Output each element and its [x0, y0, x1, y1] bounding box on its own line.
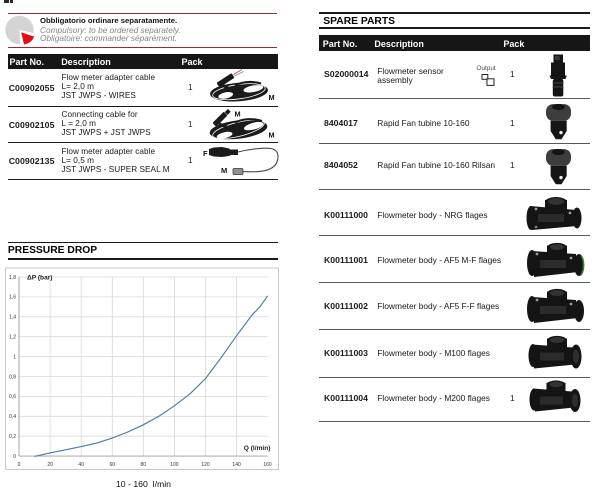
svg-text:1,4: 1,4 [9, 315, 16, 321]
svg-text:M: M [269, 131, 275, 140]
svg-text:1,6: 1,6 [9, 295, 16, 301]
svg-text:1,2: 1,2 [9, 335, 16, 341]
svg-text:M: M [269, 93, 275, 102]
svg-text:0,8: 0,8 [9, 374, 16, 380]
svg-text:0: 0 [18, 462, 21, 468]
svg-text:20: 20 [47, 462, 53, 468]
svg-text:120: 120 [201, 462, 210, 468]
svg-text:160: 160 [263, 462, 272, 468]
svg-text:80: 80 [141, 462, 147, 468]
svg-text:0,2: 0,2 [9, 434, 16, 440]
svg-text:0: 0 [13, 454, 16, 460]
svg-text:1,8: 1,8 [9, 275, 16, 281]
svg-text:F: F [203, 149, 208, 158]
svg-text:60: 60 [110, 462, 116, 468]
svg-text:M: M [221, 166, 227, 175]
svg-text:1: 1 [13, 354, 16, 360]
svg-text:100: 100 [170, 462, 179, 468]
svg-text:40: 40 [78, 462, 84, 468]
svg-text:0,4: 0,4 [9, 414, 16, 420]
svg-text:M: M [235, 109, 241, 118]
svg-text:Q (l/min): Q (l/min) [244, 445, 271, 452]
svg-text:ΔP (bar): ΔP (bar) [27, 275, 53, 282]
svg-text:0,6: 0,6 [9, 394, 16, 400]
svg-text:140: 140 [232, 462, 241, 468]
